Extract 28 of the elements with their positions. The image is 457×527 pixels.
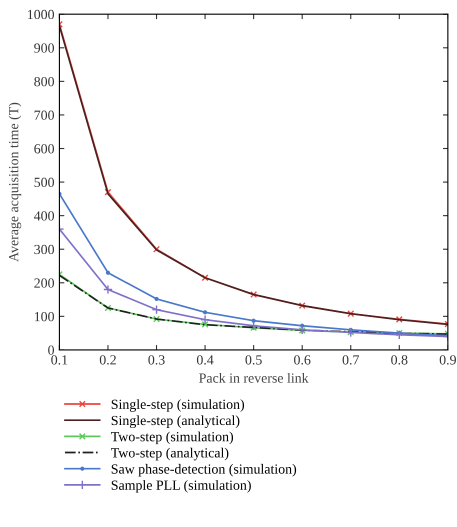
y-tick-label: 600 <box>34 144 54 154</box>
legend-label: Two-step (analytical) <box>111 448 228 460</box>
y-tick-label: 900 <box>34 43 54 53</box>
legend-label: Single-step (analytical) <box>112 415 240 428</box>
y-tick-label: 100 <box>34 312 54 322</box>
x-tick-label: 0.9 <box>440 355 456 365</box>
x-tick-label: 0.5 <box>245 355 262 365</box>
y-tick-label: 800 <box>34 76 54 86</box>
y-tick-label: 300 <box>34 244 54 254</box>
legend-label: Sample PLL (simulation) <box>112 480 251 493</box>
x-tick-label: 0.4 <box>196 355 214 365</box>
x-tick-label: 0.8 <box>391 355 408 365</box>
legend-label: Saw phase-detection (simulation) <box>112 464 296 477</box>
x-tick-label: 0.1 <box>51 355 68 365</box>
y-tick-label: 500 <box>34 178 54 188</box>
x-tick-label: 0.6 <box>294 355 310 365</box>
x-axis-title: Pack in reverse link <box>199 372 309 383</box>
y-axis-title: Average acquisition time (T) <box>8 102 22 262</box>
x-tick-label: 0.3 <box>148 355 165 365</box>
y-tick-label: 0 <box>48 346 54 355</box>
y-tick-label: 1000 <box>28 10 54 20</box>
x-tick-label: 0.2 <box>100 355 116 365</box>
y-tick-label: 400 <box>34 211 54 221</box>
y-tick-label: 200 <box>34 278 54 288</box>
x-tick-label: 0.7 <box>342 355 360 365</box>
legend-label: Two-step (simulation) <box>111 432 234 444</box>
legend-label: Single-step (simulation) <box>112 399 244 412</box>
y-tick-label: 700 <box>34 110 54 120</box>
